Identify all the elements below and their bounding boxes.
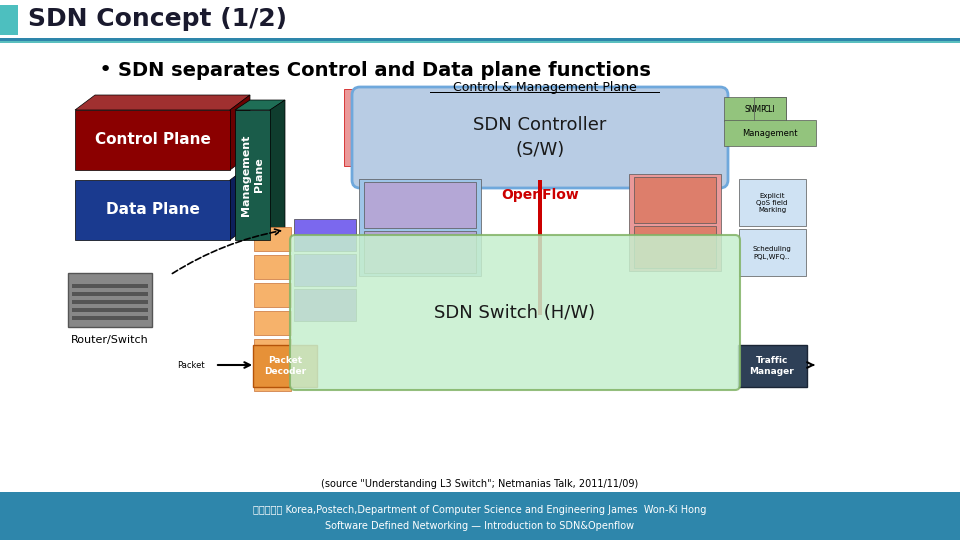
Bar [538, 180, 542, 315]
FancyBboxPatch shape [754, 97, 786, 121]
FancyBboxPatch shape [294, 219, 356, 251]
Text: Control Plane: Control Plane [95, 132, 210, 147]
FancyBboxPatch shape [294, 254, 356, 286]
Bar [0, 41, 960, 43]
Polygon shape [235, 100, 285, 110]
Text: Scheduling
PQL,WFQ..: Scheduling PQL,WFQ.. [753, 246, 791, 260]
Text: Software Defined Networking — Introduction to SDN&Openflow: Software Defined Networking — Introducti… [325, 521, 635, 531]
Text: •: • [98, 60, 111, 80]
Bar [72, 308, 148, 312]
Polygon shape [230, 95, 250, 170]
FancyBboxPatch shape [235, 110, 270, 240]
Text: OpenFlow: OpenFlow [501, 188, 579, 202]
FancyBboxPatch shape [254, 339, 291, 363]
Bar [0, 38, 960, 41]
Text: Management
Plane: Management Plane [241, 134, 264, 215]
Text: SDN separates Control and Data plane functions: SDN separates Control and Data plane fun… [118, 60, 651, 79]
FancyBboxPatch shape [739, 179, 806, 226]
Text: Packet
Decoder: Packet Decoder [264, 356, 306, 376]
Text: Data Plane: Data Plane [106, 202, 200, 218]
FancyBboxPatch shape [254, 283, 291, 307]
Text: Explicit
QoS field
Marking: Explicit QoS field Marking [756, 193, 788, 213]
Text: (source "Understanding L3 Switch"; Netmanias Talk, 2011/11/09): (source "Understanding L3 Switch"; Netma… [322, 479, 638, 489]
FancyBboxPatch shape [254, 311, 291, 335]
Bar [72, 292, 148, 296]
FancyBboxPatch shape [0, 0, 960, 40]
Polygon shape [230, 165, 250, 240]
FancyBboxPatch shape [724, 97, 786, 121]
Bar [72, 284, 148, 288]
FancyBboxPatch shape [364, 182, 476, 228]
Text: SNMP: SNMP [744, 105, 766, 113]
FancyBboxPatch shape [724, 120, 816, 146]
Text: 資料來源： Korea,Postech,Department of Computer Science and Engineering James  Won-Ki: 資料來源： Korea,Postech,Department of Comput… [253, 505, 707, 515]
Text: Traffic
Manager: Traffic Manager [750, 356, 794, 376]
Bar [0, 5, 18, 35]
FancyBboxPatch shape [75, 180, 230, 240]
FancyBboxPatch shape [68, 273, 152, 327]
Text: SDN Switch (H/W): SDN Switch (H/W) [435, 303, 595, 321]
Text: SDN Concept (1/2): SDN Concept (1/2) [28, 7, 287, 31]
FancyBboxPatch shape [254, 367, 291, 391]
FancyBboxPatch shape [344, 89, 366, 166]
FancyBboxPatch shape [352, 87, 728, 188]
Bar [430, 92, 660, 93]
Bar [72, 300, 148, 304]
FancyBboxPatch shape [254, 255, 291, 279]
FancyBboxPatch shape [634, 226, 716, 268]
Text: CLI: CLI [764, 105, 776, 113]
Text: Packet: Packet [178, 361, 205, 369]
FancyBboxPatch shape [253, 345, 317, 387]
FancyBboxPatch shape [739, 229, 806, 276]
FancyBboxPatch shape [290, 235, 740, 390]
Bar [72, 316, 148, 320]
FancyBboxPatch shape [738, 345, 807, 387]
Text: SDN Controller
(S/W): SDN Controller (S/W) [473, 116, 607, 159]
FancyBboxPatch shape [359, 179, 481, 276]
Text: Control & Management Plane: Control & Management Plane [453, 82, 636, 94]
FancyBboxPatch shape [629, 174, 721, 271]
Polygon shape [75, 95, 250, 110]
FancyBboxPatch shape [75, 110, 230, 170]
FancyBboxPatch shape [364, 231, 476, 273]
Bar [0, 492, 960, 540]
Polygon shape [270, 100, 285, 240]
FancyBboxPatch shape [634, 177, 716, 223]
Text: Management: Management [742, 129, 798, 138]
FancyBboxPatch shape [294, 289, 356, 321]
FancyBboxPatch shape [254, 227, 291, 251]
Text: Router/Switch: Router/Switch [71, 335, 149, 345]
